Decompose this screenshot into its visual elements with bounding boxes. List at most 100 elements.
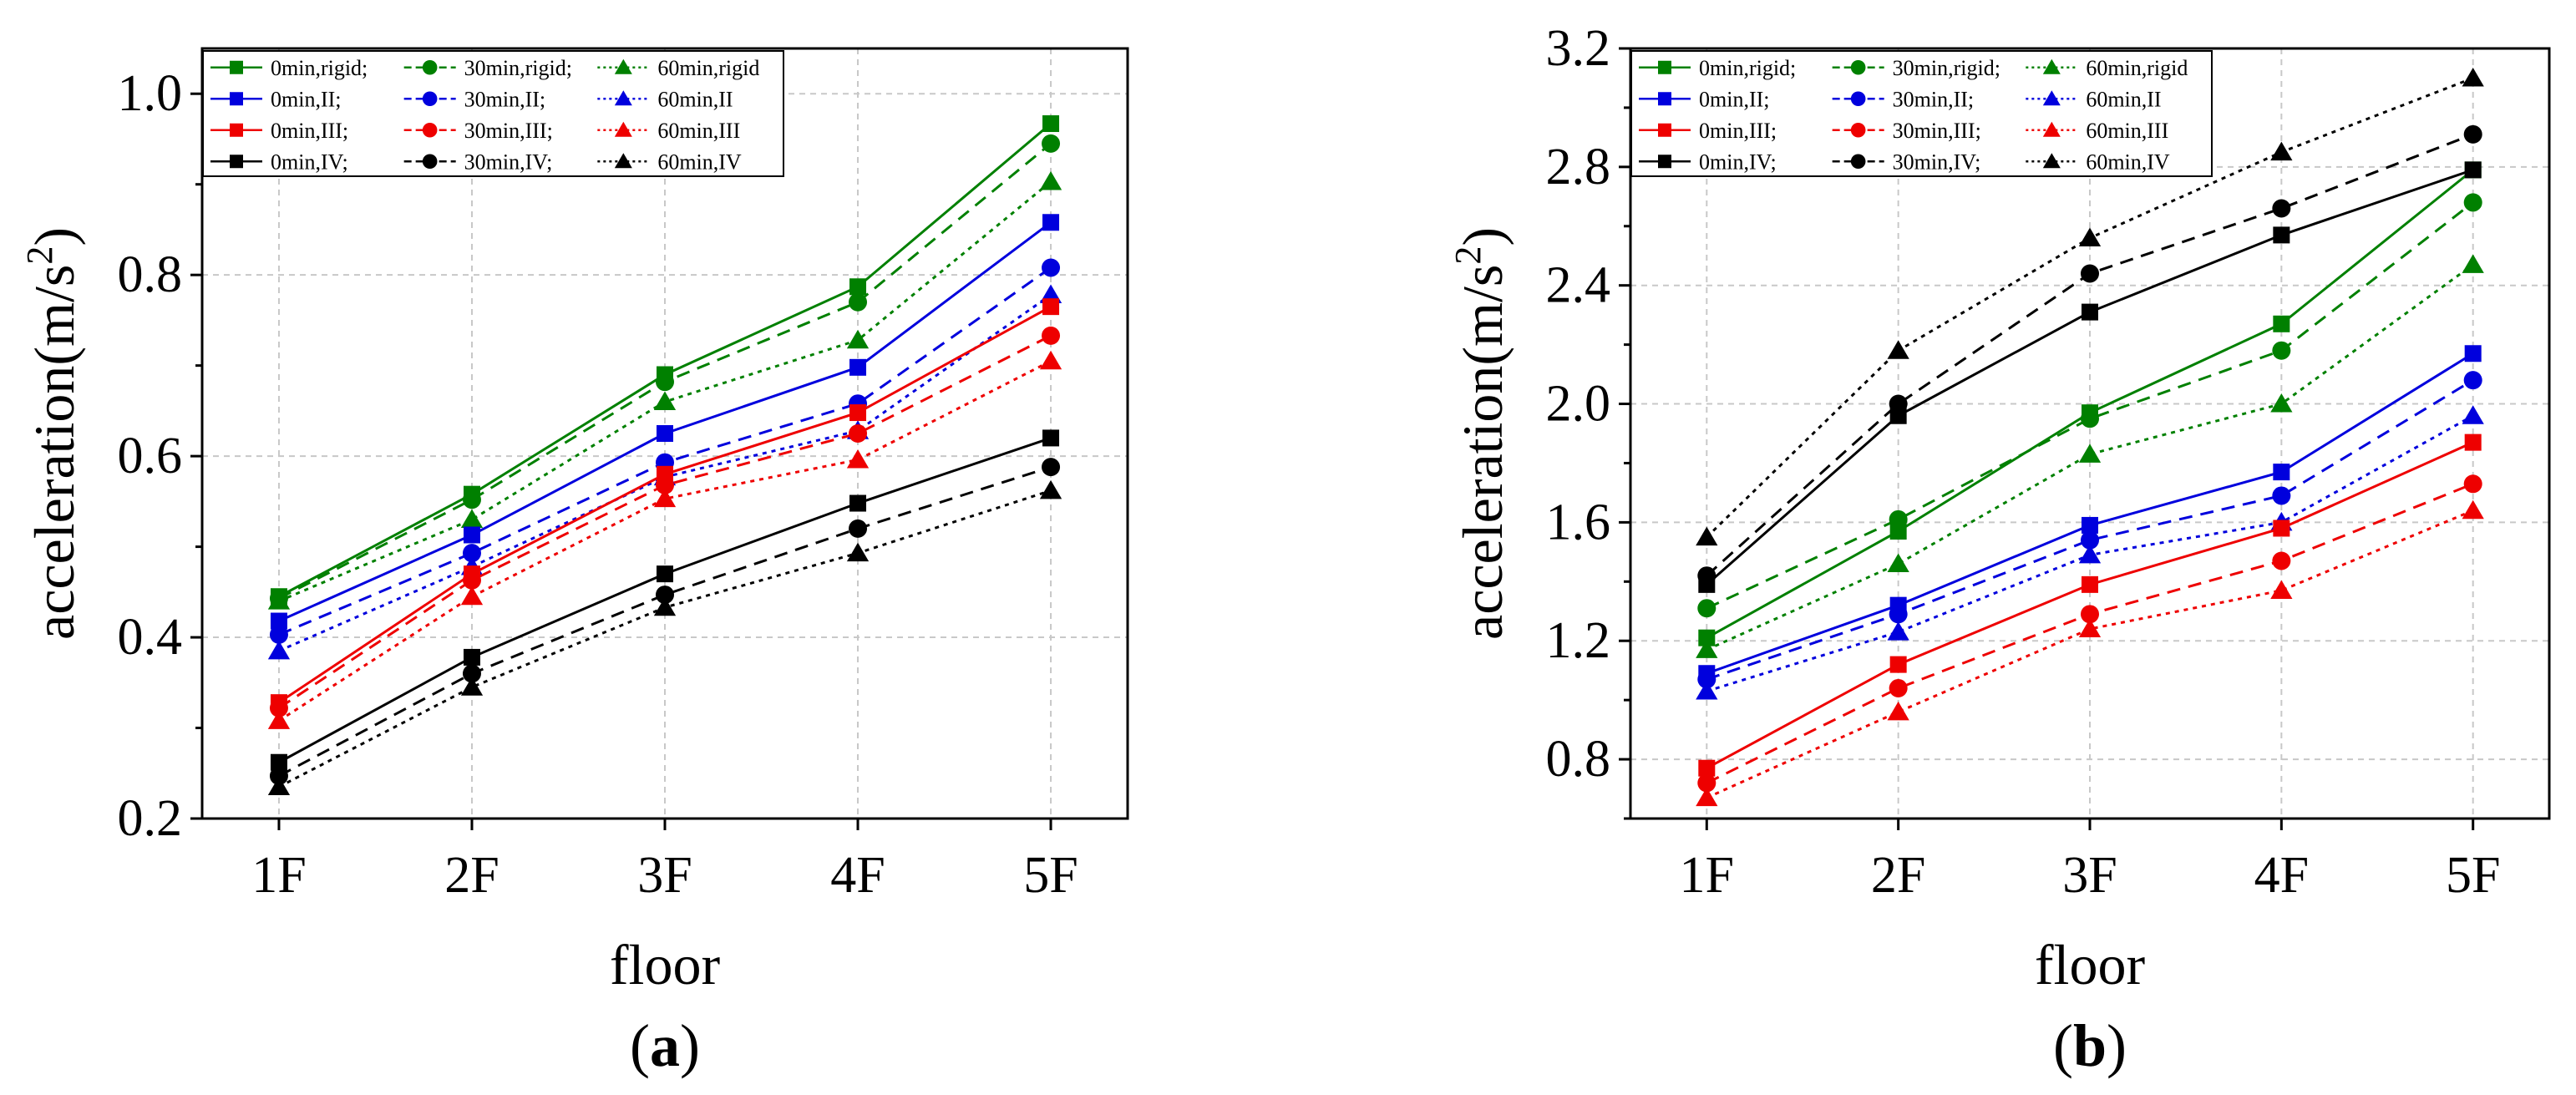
data-point <box>846 542 870 562</box>
data-point <box>2270 141 2293 161</box>
legend-label: 60min,rigid <box>657 56 759 80</box>
y-tick-label: 0.4 <box>118 609 183 666</box>
legend-marker <box>614 90 632 106</box>
data-point <box>267 710 291 729</box>
data-point <box>1039 350 1062 370</box>
x-axis-title: floor <box>2035 933 2146 996</box>
y-tick-label: 0.2 <box>118 790 183 847</box>
legend-label: 30min,II; <box>1893 87 1975 111</box>
data-point <box>2082 303 2098 321</box>
data-point <box>846 449 870 469</box>
legend-label: 30min,IV; <box>464 150 553 174</box>
legend-label: 30min,rigid; <box>464 56 572 80</box>
data-point <box>2078 227 2102 246</box>
data-point <box>460 586 484 606</box>
data-point <box>1042 115 1060 133</box>
data-point <box>2464 433 2482 451</box>
y-tick-label: 3.2 <box>1546 20 1611 77</box>
data-point <box>2081 409 2099 428</box>
data-point <box>462 490 481 509</box>
legend: 0min,rigid; 30min,rigid; 60min,rigid 0min,I… <box>202 50 784 177</box>
legend-label: 60min,IV <box>2086 150 2170 174</box>
legend-marker <box>2042 58 2061 74</box>
legend-label: 0min,II; <box>271 87 342 111</box>
data-point <box>1697 670 1716 689</box>
legend-marker <box>422 154 438 170</box>
data-point <box>653 488 677 508</box>
data-point <box>462 544 481 563</box>
legend-label: 30min,IV; <box>1893 150 1981 174</box>
data-point <box>2464 345 2482 362</box>
legend-marker <box>2042 153 2061 169</box>
legend-marker <box>614 153 632 169</box>
legend-marker <box>422 91 438 107</box>
panel-label: (b) <box>2053 1012 2127 1079</box>
x-tick-label: 5F <box>1023 847 1078 904</box>
legend-label: 60min,II <box>657 87 733 111</box>
legend-marker <box>1658 155 1671 169</box>
data-point <box>463 526 480 544</box>
legend-box <box>202 50 784 177</box>
data-point <box>2078 444 2102 463</box>
panel-label: (a) <box>630 1012 700 1079</box>
legend-marker <box>1658 123 1671 137</box>
x-tick-label: 2F <box>444 847 499 904</box>
data-point <box>2081 605 2099 624</box>
data-point <box>267 640 291 660</box>
y-axis-title: acceleration(m/s2) <box>19 227 86 640</box>
series-line <box>1706 201 2474 610</box>
data-point <box>656 373 674 392</box>
data-point <box>1889 656 1907 673</box>
data-point <box>849 404 867 422</box>
data-point <box>2462 405 2484 424</box>
legend-label: 30min,III; <box>1893 119 1981 143</box>
legend-marker <box>1850 154 1866 170</box>
data-point <box>2462 499 2484 520</box>
data-point <box>1697 566 1716 586</box>
legend-marker <box>230 60 243 74</box>
legend-label: 60min,III <box>2086 119 2168 143</box>
chart-panel-a: 0.2 0.4 0.6 0.8 1.0 1F 2F 3F 4F 5F floor accelerati… <box>19 47 1129 1079</box>
y-axis-title-sup: 2 <box>1448 246 1488 265</box>
data-point <box>462 570 481 590</box>
x-tick-label: 1F <box>1680 847 1734 904</box>
data-point <box>463 648 480 666</box>
y-tick-label: 0.8 <box>118 246 183 303</box>
data-point <box>2272 551 2291 570</box>
data-point <box>2078 618 2102 638</box>
data-point <box>2273 520 2290 537</box>
data-point <box>2081 264 2099 283</box>
data-point <box>1889 605 1908 624</box>
data-point <box>270 612 287 630</box>
y-tick-label: 2.4 <box>1546 257 1611 314</box>
data-point <box>1039 479 1062 499</box>
data-point <box>849 494 867 512</box>
data-point <box>269 625 288 644</box>
series-line <box>1706 378 2474 681</box>
data-point <box>653 596 677 616</box>
data-point <box>657 565 673 583</box>
data-point <box>2272 341 2291 360</box>
legend-label: 60min,IV <box>657 150 742 174</box>
data-point <box>2272 199 2291 218</box>
legend-marker <box>1850 122 1866 138</box>
legend-label: 0min,II; <box>1699 87 1770 111</box>
legend-marker <box>1850 91 1866 107</box>
legend-marker <box>422 122 438 138</box>
y-tick-label: 0.8 <box>1546 731 1611 788</box>
data-point <box>1697 773 1716 793</box>
data-point <box>2081 530 2099 550</box>
data-point <box>846 329 870 349</box>
y-axis-title-main: acceleration(m/s <box>23 265 86 640</box>
data-point <box>1042 214 1060 231</box>
data-point <box>1698 629 1716 646</box>
data-point <box>2082 516 2098 534</box>
series-line <box>1706 263 2474 651</box>
legend-label: 0min,IV; <box>271 150 348 174</box>
y-axis-title-end: ) <box>23 227 86 246</box>
legend-marker <box>2042 90 2061 106</box>
data-point <box>269 698 288 717</box>
data-point <box>1887 701 1909 721</box>
x-axis-title: floor <box>610 933 721 996</box>
data-point <box>1887 621 1909 641</box>
